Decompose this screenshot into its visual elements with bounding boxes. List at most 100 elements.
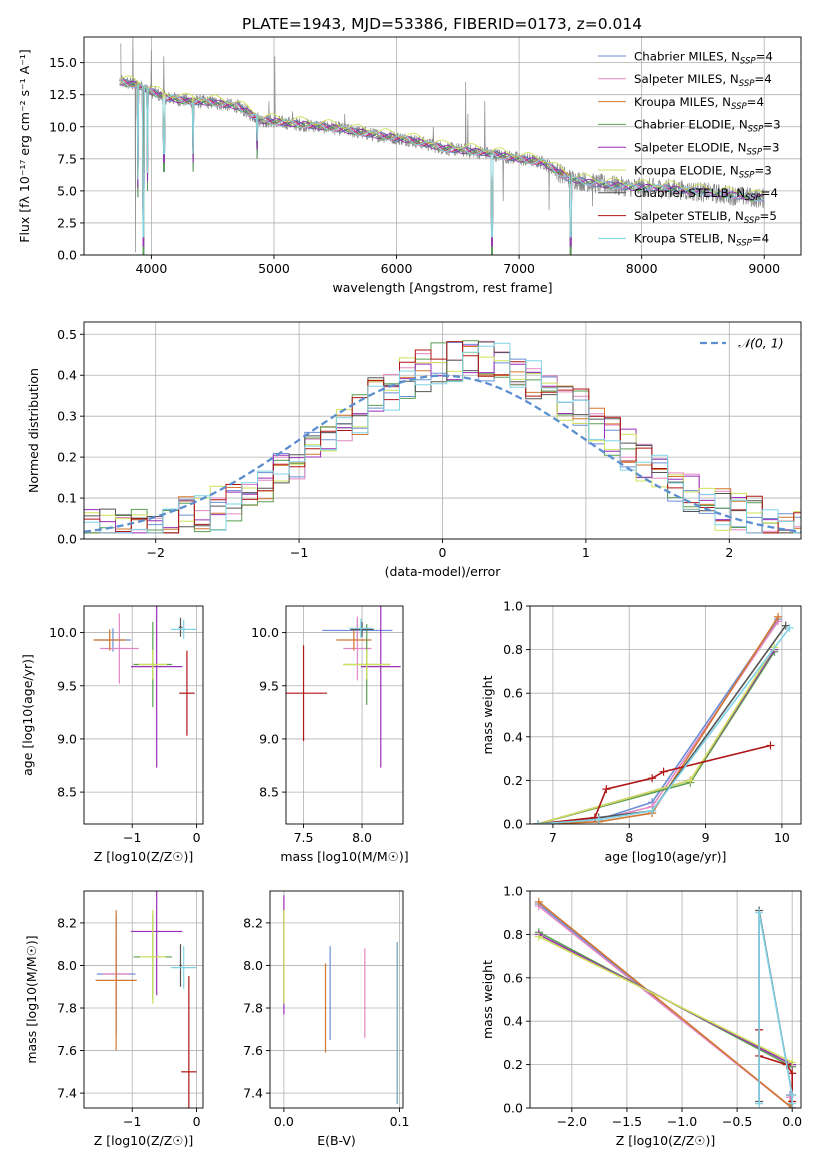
- y-tick-label: 8.5: [57, 785, 77, 800]
- series-line-kroupa-stelib: [758, 912, 794, 1104]
- data-point-marker: [686, 776, 695, 785]
- normal-reference-curve: [84, 374, 801, 533]
- x-tick-label: −1: [290, 545, 308, 560]
- legend-subscript: SSP: [748, 125, 764, 135]
- histogram-kroupa-stelib: [84, 342, 801, 534]
- data-point-marker: [648, 806, 657, 815]
- legend-entry: 𝒩(0, 1): [738, 336, 784, 351]
- x-tick-label: 0.1: [390, 1114, 410, 1129]
- y-tick-label: 0.2: [57, 450, 77, 465]
- x-axis-label: wavelength [Angstrom, rest frame]: [332, 280, 552, 295]
- legend-subscript: SSP: [739, 79, 755, 89]
- y-tick-label: 0.3: [57, 409, 77, 424]
- panel-age-vs-mass: 7.5 8.0 8.5 9.0 9.5 10.0 mass [log10(M/M☉)]: [251, 606, 409, 864]
- legend-entry: Chabrier ELODIE, NSSP=3: [634, 118, 781, 135]
- y-tick-label: 10.0: [49, 119, 77, 134]
- y-axis-label: mass [log10(M/M☉)]: [24, 935, 39, 1063]
- y-axis-label: mass weight: [480, 960, 495, 1039]
- data-point-marker: [755, 1099, 764, 1108]
- plot-area: [93, 606, 197, 768]
- grid: [270, 891, 403, 1108]
- model-spectrum-kroupa-stelib: [119, 78, 764, 238]
- axes-frame: [83, 890, 204, 1109]
- y-tick-label: 7.4: [57, 1086, 77, 1101]
- legend-value: =4: [756, 49, 773, 63]
- y-tick-label: 9.0: [57, 731, 77, 746]
- y-tick-label: 0.4: [57, 368, 77, 383]
- y-axis-label: Normed distribution: [26, 368, 41, 493]
- y-tick-label: 0.4: [503, 1014, 523, 1029]
- x-tick-label: 7000: [503, 261, 535, 276]
- legend-subscript: SSP: [736, 239, 752, 249]
- x-axis-label: Z [log10(Z/Z☉)]: [94, 849, 194, 864]
- model-spectrum-kroupa-elodie: [119, 75, 764, 238]
- x-axis-label: age [log10(age/yr)]: [605, 849, 727, 864]
- axes-frame: [269, 890, 404, 1109]
- axes-frame: [285, 605, 404, 825]
- data-point-marker: [785, 623, 794, 632]
- figure-title: PLATE=1943, MJD=53386, FIBERID=0173, z=0…: [242, 15, 642, 33]
- grid: [286, 606, 403, 824]
- grid: [84, 606, 203, 824]
- y-tick-label: 8.5: [259, 785, 279, 800]
- y-tick-label: 7.6: [243, 1043, 263, 1058]
- legend-entry: Salpeter STELIB, NSSP=5: [634, 209, 777, 226]
- y-tick-label: 9.5: [57, 678, 77, 693]
- x-axis-label: Z [log10(Z/Z☉)]: [94, 1133, 194, 1148]
- legend-value: =4: [752, 232, 769, 246]
- legend-subscript: SSP: [744, 216, 760, 226]
- series-line-kroupa-stelib: [537, 627, 791, 824]
- chart-panels: 4000 5000 6000 7000 8000 90000.02.55.07.510.0…: [17, 36, 802, 1148]
- data-point-marker: [788, 1099, 797, 1108]
- y-tick-label: 7.8: [243, 1001, 263, 1016]
- x-axis-label: (data-model)/error: [385, 564, 502, 579]
- legend-value: =4: [747, 95, 764, 109]
- legend-entry: Chabrier STELIB, NSSP=4: [634, 186, 778, 203]
- data-point-marker: [788, 1090, 797, 1099]
- x-tick-label: −2.0: [557, 1114, 587, 1129]
- y-tick-label: 12.5: [49, 87, 77, 102]
- legend-entry: Kroupa STELIB, NSSP=4: [634, 232, 769, 249]
- plot-area: [95, 891, 197, 1108]
- x-tick-label: 8: [625, 830, 633, 845]
- axes-frame: [529, 605, 802, 825]
- plot-area: [283, 895, 398, 1104]
- y-tick-label: 8.0: [243, 958, 263, 973]
- legend-subscript: SSP: [731, 102, 747, 112]
- legend-value: =3: [762, 141, 779, 155]
- x-tick-label: 7.5: [294, 830, 314, 845]
- plot-area: [286, 606, 401, 768]
- x-tick-label: 9: [702, 830, 710, 845]
- plot-area: [119, 37, 765, 255]
- series-line-salpeter-stelib: [537, 744, 771, 824]
- y-tick-label: 2.5: [57, 215, 77, 230]
- data-point-marker: [766, 741, 775, 750]
- x-tick-label: 0: [193, 1114, 201, 1129]
- data-point-marker: [648, 774, 657, 783]
- x-tick-label: 4000: [136, 261, 168, 276]
- y-tick-label: 0.0: [503, 1101, 523, 1116]
- x-tick-label: 5000: [258, 261, 290, 276]
- y-tick-label: 1.0: [503, 599, 523, 614]
- legend-subscript: SSP: [740, 56, 756, 66]
- legend-subscript: SSP: [739, 170, 755, 180]
- y-tick-label: 8.2: [57, 915, 77, 930]
- x-tick-label: −1: [123, 830, 141, 845]
- data-point-marker: [602, 785, 611, 794]
- legend-subscript: SSP: [745, 193, 761, 203]
- x-axis-label: mass [log10(M/M☉)]: [280, 849, 408, 864]
- data-point-marker: [774, 612, 783, 621]
- x-tick-label: 8.0: [352, 830, 372, 845]
- model-spectrum-salpeter-elodie: [119, 80, 764, 247]
- legend-value: =3: [754, 163, 771, 177]
- data-point-marker: [534, 897, 543, 906]
- data-point-marker: [755, 908, 764, 917]
- y-tick-label: 0.4: [503, 729, 523, 744]
- plot-area: [84, 340, 801, 534]
- legend-entry: Kroupa ELODIE, NSSP=3: [634, 163, 772, 180]
- y-tick-label: 9.5: [259, 678, 279, 693]
- legend-entry: Salpeter MILES, NSSP=4: [634, 72, 772, 89]
- grid: [84, 891, 203, 1108]
- data-point-marker: [659, 767, 668, 776]
- data-point-marker: [594, 815, 603, 824]
